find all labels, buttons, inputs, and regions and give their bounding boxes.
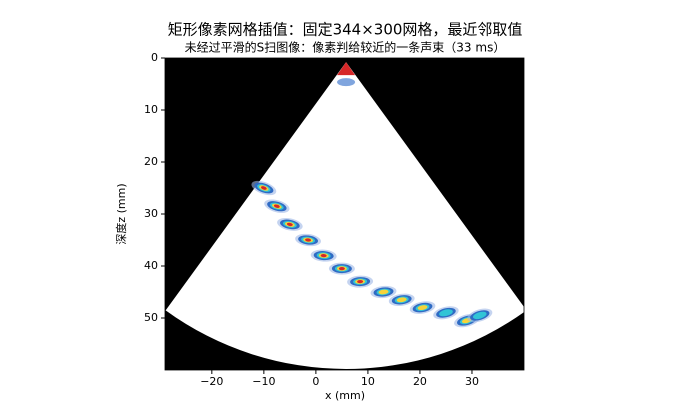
- echo: [338, 266, 345, 271]
- x-tick-label: 30: [465, 375, 479, 388]
- y-tick-label: 20: [144, 155, 158, 168]
- apex-echo: [337, 62, 356, 76]
- x-axis-label: x (mm): [325, 389, 365, 402]
- chart-subtitle: 未经过平滑的S扫图像：像素判给较近的一条声束（33 ms）: [185, 40, 506, 55]
- sector: [165, 62, 524, 369]
- y-tick-label: 0: [151, 51, 158, 64]
- echo: [357, 279, 364, 284]
- x-tick-label: 0: [312, 375, 319, 388]
- plot-frame: [164, 57, 525, 371]
- echo: [260, 186, 267, 190]
- echo: [473, 311, 487, 320]
- x-tick-label: 20: [413, 375, 427, 388]
- echo: [273, 204, 280, 208]
- x-tick-label: −20: [200, 375, 223, 388]
- x-tick-label: 10: [361, 375, 375, 388]
- y-axis-label: 深度z (mm): [114, 183, 128, 244]
- apex-echo-halo: [337, 78, 356, 87]
- echo: [286, 222, 293, 227]
- y-tick-label: 10: [144, 103, 158, 116]
- y-tick-label: 50: [144, 311, 158, 324]
- echo: [396, 297, 407, 303]
- x-tick-label: −10: [252, 375, 275, 388]
- y-tick-label: 40: [144, 259, 158, 272]
- echo: [320, 253, 327, 258]
- echo: [305, 238, 312, 242]
- plot-content: [165, 62, 524, 369]
- echo: [439, 309, 453, 317]
- echo: [378, 289, 389, 295]
- chart-title: 矩形像素网格插值：固定344×300网格，最近邻取值: [168, 21, 523, 39]
- echo: [417, 305, 428, 311]
- y-tick-label: 30: [144, 207, 158, 220]
